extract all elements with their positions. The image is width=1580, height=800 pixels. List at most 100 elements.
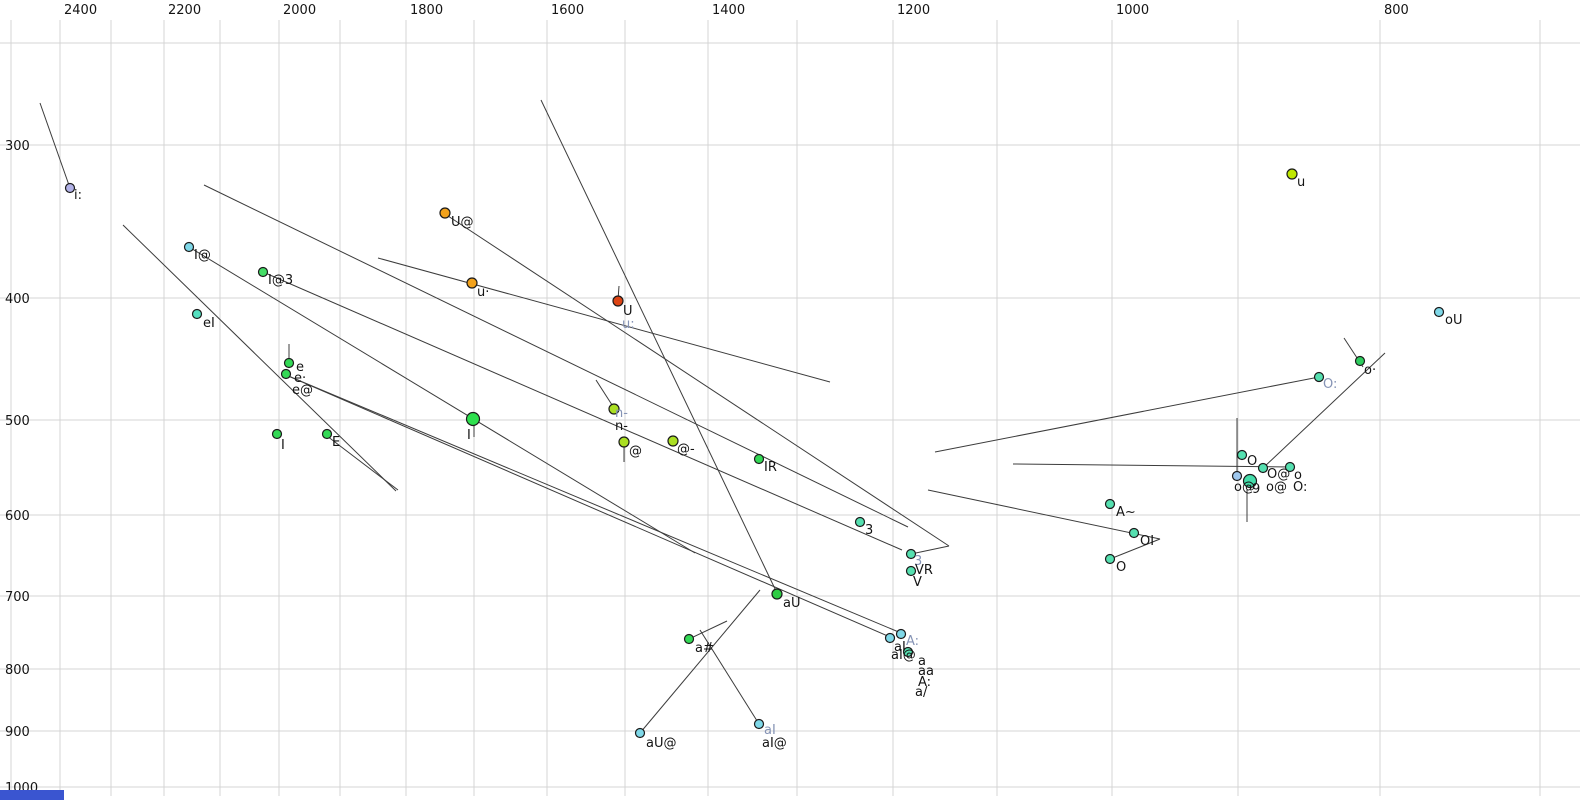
x-axis-tick-label: 1800 — [410, 3, 443, 18]
data-point-U-schwa[interactable] — [439, 207, 451, 219]
point-label: VR — [915, 563, 933, 578]
data-point-aI-1[interactable] — [895, 628, 907, 640]
point-label: a — [918, 654, 926, 669]
trajectory-line — [595, 379, 615, 409]
data-point-U-red[interactable] — [612, 295, 624, 307]
trajectory-line — [1012, 463, 1291, 468]
point-label: I@ — [194, 248, 211, 263]
data-point-E[interactable] — [321, 428, 333, 440]
point-label: aI — [894, 640, 906, 655]
point-label: u: — [622, 317, 635, 332]
point-label: e@ — [292, 383, 313, 398]
point-label: aa — [918, 664, 934, 679]
data-point-n-bar[interactable] — [608, 403, 620, 415]
point-label: eI — [203, 316, 215, 331]
trajectory-line — [927, 489, 1161, 540]
y-axis-tick-label: 800 — [5, 663, 30, 678]
y-axis-tick-label: 400 — [5, 292, 30, 307]
trajectory-line — [377, 257, 831, 383]
trajectory-line — [285, 374, 891, 638]
point-label: V — [913, 575, 922, 590]
point-label: aU@ — [646, 736, 676, 751]
data-point-3-b[interactable] — [905, 548, 917, 560]
point-label: a# — [695, 641, 714, 656]
trajectory-line — [122, 224, 397, 492]
point-label: I — [281, 438, 285, 453]
point-label: 9 — [1252, 482, 1260, 497]
trajectory-line — [688, 620, 728, 640]
data-point-I-small[interactable] — [271, 428, 283, 440]
data-point-O-schwa[interactable] — [1257, 462, 1269, 474]
point-label: a/ — [915, 685, 928, 700]
data-point-I-schwa[interactable] — [183, 241, 195, 253]
point-label: u· — [477, 285, 489, 300]
point-label: U@ — [451, 215, 474, 230]
data-point-9-big[interactable] — [1242, 473, 1258, 489]
data-point-aU[interactable] — [771, 588, 783, 600]
data-point-O-long[interactable] — [1313, 371, 1325, 383]
point-label: A~ — [1116, 505, 1136, 520]
point-label: aI — [764, 723, 776, 738]
data-point-OI[interactable] — [1128, 527, 1140, 539]
x-axis-tick-label: 1600 — [551, 3, 584, 18]
point-label: i: — [74, 188, 82, 203]
data-point-aI-3[interactable] — [902, 646, 914, 658]
trajectory-line — [262, 271, 903, 551]
point-label: e· — [294, 371, 306, 386]
trajectory-line — [639, 589, 761, 734]
trajectory-line — [699, 629, 760, 725]
point-label: A: — [906, 634, 919, 649]
data-point-o-dot[interactable] — [1354, 355, 1366, 367]
y-axis-tick-label: 900 — [5, 725, 30, 740]
point-label: O: — [1323, 377, 1337, 392]
data-point-3-a[interactable] — [854, 516, 866, 528]
point-label: IR — [764, 460, 777, 475]
data-point-aI-schwa[interactable] — [753, 718, 765, 730]
trajectory-line — [910, 545, 950, 555]
point-label: OI — [1140, 534, 1154, 549]
y-axis-tick-label: 700 — [5, 590, 30, 605]
data-point-e-dot[interactable] — [280, 368, 292, 380]
data-point-i-long[interactable] — [64, 182, 76, 194]
point-label: o — [1294, 468, 1302, 483]
data-point-o-small[interactable] — [1284, 461, 1296, 473]
point-label: O — [1116, 560, 1126, 575]
data-point-aU-schwa[interactable] — [634, 727, 646, 739]
y-axis-tick-label: 500 — [5, 414, 30, 429]
data-point-A-nasal[interactable] — [1104, 498, 1116, 510]
data-point-O-left[interactable] — [1104, 553, 1116, 565]
point-label: u — [1297, 175, 1305, 190]
data-point-IR[interactable] — [753, 453, 765, 465]
point-label: 3 — [914, 554, 922, 569]
point-label: O — [1247, 454, 1257, 469]
data-point-o-schwa-lb[interactable] — [1231, 470, 1243, 482]
data-point-VR[interactable] — [905, 565, 917, 577]
data-point-eI[interactable] — [191, 308, 203, 320]
data-point-schwa[interactable] — [618, 436, 630, 448]
point-label: oU — [1445, 313, 1462, 328]
data-point-u[interactable] — [1286, 168, 1298, 180]
point-label: aU — [783, 596, 800, 611]
data-point-u-dot[interactable] — [466, 277, 478, 289]
data-point-schwa-minus[interactable] — [667, 435, 679, 447]
data-point-O-cluster[interactable] — [1236, 449, 1248, 461]
trajectory-line — [188, 246, 696, 554]
point-label: n- — [615, 419, 628, 434]
trajectory-line — [444, 213, 950, 547]
data-point-aI-2[interactable] — [884, 632, 896, 644]
point-label: E — [332, 435, 340, 450]
point-label: O: — [1293, 480, 1307, 495]
trajectory-line — [1109, 538, 1161, 560]
data-point-e[interactable] — [283, 357, 295, 369]
data-point-oU[interactable] — [1433, 306, 1445, 318]
data-point-I-big[interactable] — [465, 411, 481, 427]
x-axis-tick-label: 2400 — [64, 3, 97, 18]
point-label: @- — [677, 442, 695, 457]
point-label: e — [296, 360, 304, 375]
point-label: I — [467, 428, 471, 443]
data-point-I-schwa-3[interactable] — [257, 266, 269, 278]
data-point-a-hash[interactable] — [683, 633, 695, 645]
point-label: U — [623, 304, 633, 319]
trajectory-line — [540, 99, 778, 594]
